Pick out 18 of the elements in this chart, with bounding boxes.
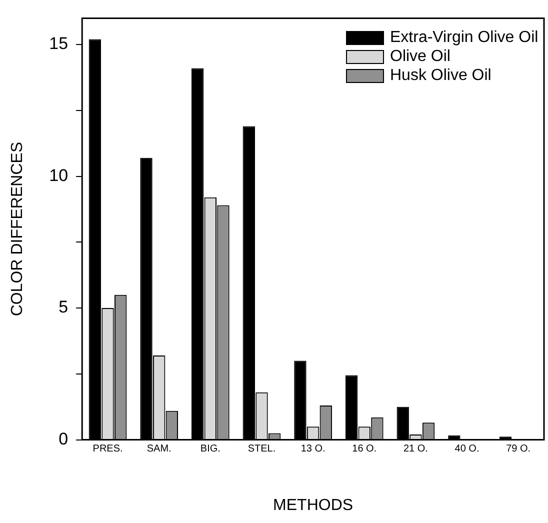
y-tick-label: 10	[49, 166, 68, 185]
y-tick-label: 15	[49, 34, 68, 54]
x-tick-label: STEL.	[248, 444, 276, 455]
y-tick-label: 5	[58, 298, 68, 317]
x-tick-label: BIG.	[200, 444, 220, 455]
legend-label: Olive Oil	[390, 48, 450, 66]
legend-label: Husk Olive Oil	[390, 66, 492, 85]
y-axis-title: COLOR DIFFERENCES	[9, 142, 26, 316]
x-tick-label: 21 O.	[403, 444, 428, 455]
x-tick-label: SAM.	[146, 444, 172, 455]
y-tick-label: 0	[58, 429, 68, 448]
legend-label: Extra-Virgin Olive Oil	[390, 28, 538, 47]
x-tick-label: 16 O.	[352, 444, 377, 455]
x-tick-label: PRES.	[92, 444, 123, 455]
x-tick-label: 79 O.	[506, 444, 531, 455]
x-tick-label: 13 O.	[300, 444, 326, 455]
x-tick-label: 40 O.	[454, 444, 480, 455]
x-axis-title: METHODS	[273, 496, 354, 514]
